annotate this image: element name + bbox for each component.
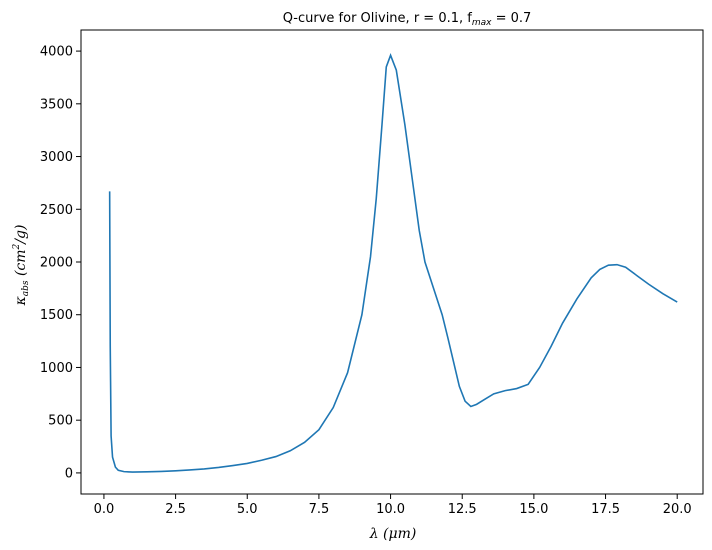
- x-tick-label: 15.0: [519, 502, 548, 517]
- plot-frame: [80, 29, 704, 495]
- x-axis-label: λ (μm): [369, 526, 417, 542]
- y-axis-label-sup: 2: [12, 243, 22, 250]
- y-axis-label-unit: (cm: [13, 249, 29, 280]
- chart-title-sub: max: [472, 18, 492, 28]
- x-tick-label: 17.5: [591, 502, 620, 517]
- y-axis-label-main: κ: [13, 296, 29, 306]
- x-tick-label: 12.5: [448, 502, 477, 517]
- y-tick-label: 1000: [40, 361, 73, 376]
- x-tick-label: 20.0: [663, 502, 692, 517]
- x-tick-label: 2.5: [165, 502, 186, 517]
- ticks: 0.0 2.5 5.0 7.5 10.0 12.5 15.0 17.5 20.0 0 500 1000…: [40, 45, 692, 517]
- y-tick-label: 3000: [40, 150, 73, 165]
- x-tick-label: 0.0: [94, 502, 115, 517]
- y-tick-label: 4000: [40, 45, 73, 60]
- y-tick-label: 1500: [40, 308, 73, 323]
- x-tick-label: 7.5: [309, 502, 330, 517]
- y-tick-label: 0: [65, 466, 73, 481]
- series-line: [108, 53, 678, 473]
- x-tick-label: 10.0: [376, 502, 405, 517]
- chart-title-suffix: = 0.7: [491, 11, 531, 26]
- y-axis-label-sub: abs: [21, 280, 31, 296]
- x-tick-label: 5.0: [237, 502, 258, 517]
- y-axis-label: κabs (cm2/g): [12, 225, 31, 307]
- y-tick-label: 3500: [40, 97, 73, 112]
- chart-title-main: Q-curve for Olivine, r = 0.1, f: [283, 11, 473, 26]
- y-axis-label-tail: /g): [13, 225, 29, 246]
- y-tick-label: 2500: [40, 203, 73, 218]
- chart-title: Q-curve for Olivine, r = 0.1, fmax = 0.7: [283, 11, 532, 28]
- y-tick-label: 500: [48, 414, 73, 429]
- y-tick-label: 2000: [40, 256, 73, 271]
